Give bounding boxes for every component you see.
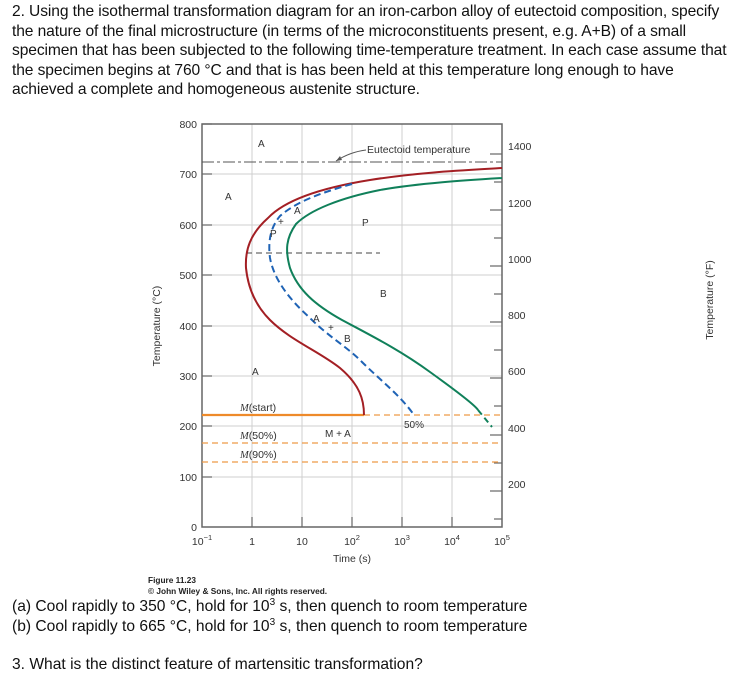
isothermal-transformation-chart: 800 700 600 500 400 300 200 100 0 1400 1… (151, 119, 716, 565)
svg-text:+: + (278, 217, 284, 228)
right-axis-labels: 1400 1200 1000 800 600 400 200 (508, 141, 532, 491)
svg-text:105: 105 (494, 533, 510, 548)
svg-text:+: + (328, 323, 334, 334)
svg-text:1000: 1000 (508, 254, 532, 266)
y-axis-title-right: Temperature (°F) (704, 260, 716, 339)
svg-text:M + A: M + A (325, 429, 351, 440)
svg-text:1200: 1200 (508, 198, 532, 210)
part-b: (b) Cool rapidly to 665 °C, hold for 103… (12, 616, 528, 635)
svg-text:104: 104 (444, 533, 460, 548)
figure-copyright: © John Wiley & Sons, Inc. All rights res… (148, 586, 328, 596)
question-2-parts: (a) Cool rapidly to 350 °C, hold for 103… (12, 597, 527, 637)
figure-caption: Figure 11.23 © John Wiley & Sons, Inc. A… (148, 575, 327, 597)
transformation-finish-curve (286, 177, 503, 411)
svg-text:1400: 1400 (508, 141, 532, 153)
svg-text:A: A (294, 206, 301, 217)
svg-text:102: 102 (344, 533, 360, 548)
svg-text:10: 10 (296, 536, 308, 548)
svg-text:400: 400 (508, 423, 526, 435)
svg-text:M(start): M(start) (239, 402, 276, 414)
svg-text:P: P (270, 229, 277, 240)
svg-text:50%: 50% (404, 420, 424, 431)
svg-text:800: 800 (179, 119, 197, 131)
svg-text:P: P (362, 218, 369, 229)
bottom-axis-ticks (251, 517, 453, 527)
transformation-start-curve (244, 167, 503, 416)
question-3-text: 3. What is the distinct feature of marte… (12, 656, 423, 673)
svg-text:200: 200 (179, 421, 197, 433)
svg-text:200: 200 (508, 479, 526, 491)
svg-text:B: B (344, 334, 351, 345)
eutectoid-arrowhead (336, 156, 342, 161)
svg-text:1: 1 (249, 536, 255, 548)
svg-text:M(90%): M(90%) (239, 449, 277, 461)
region-labels: A A A P B M + A 50% A + P A + B (225, 139, 424, 440)
svg-text:103: 103 (394, 533, 410, 548)
grid (202, 124, 502, 527)
svg-text:300: 300 (179, 371, 197, 383)
svg-text:M(50%): M(50%) (239, 430, 277, 442)
fifty-percent-curve (268, 183, 415, 416)
left-axis-ticks (202, 123, 212, 478)
left-axis-labels: 800 700 600 500 400 300 200 100 0 (179, 119, 197, 534)
eutectoid-label: Eutectoid temperature (367, 144, 470, 156)
svg-text:0: 0 (191, 522, 197, 534)
svg-text:600: 600 (508, 366, 526, 378)
question-2-text: 2. Using the isothermal transformation d… (12, 2, 737, 100)
part-a: (a) Cool rapidly to 350 °C, hold for 103… (12, 596, 528, 615)
svg-text:800: 800 (508, 310, 526, 322)
svg-text:400: 400 (179, 321, 197, 333)
svg-text:100: 100 (179, 472, 197, 484)
martensite-labels: M(start) M(50%) M(90%) (239, 402, 277, 461)
svg-text:700: 700 (179, 169, 197, 181)
svg-text:500: 500 (179, 270, 197, 282)
transformation-finish-curve-dashed (477, 409, 493, 428)
y-axis-title-left: Temperature (°C) (151, 286, 163, 367)
svg-text:A: A (225, 192, 232, 203)
svg-text:A: A (313, 314, 320, 325)
right-axis-ticks (490, 153, 502, 520)
svg-text:600: 600 (179, 220, 197, 232)
svg-text:A: A (258, 139, 265, 150)
figure-number: Figure 11.23 (148, 575, 196, 585)
svg-text:A: A (252, 367, 259, 378)
x-axis-title: Time (s) (333, 553, 371, 565)
bottom-axis-labels: 10−1 1 10 102 103 104 105 (192, 533, 510, 548)
question-2-paragraph: 2. Using the isothermal transformation d… (12, 3, 727, 99)
svg-text:B: B (380, 289, 387, 300)
svg-text:10−1: 10−1 (192, 533, 212, 548)
